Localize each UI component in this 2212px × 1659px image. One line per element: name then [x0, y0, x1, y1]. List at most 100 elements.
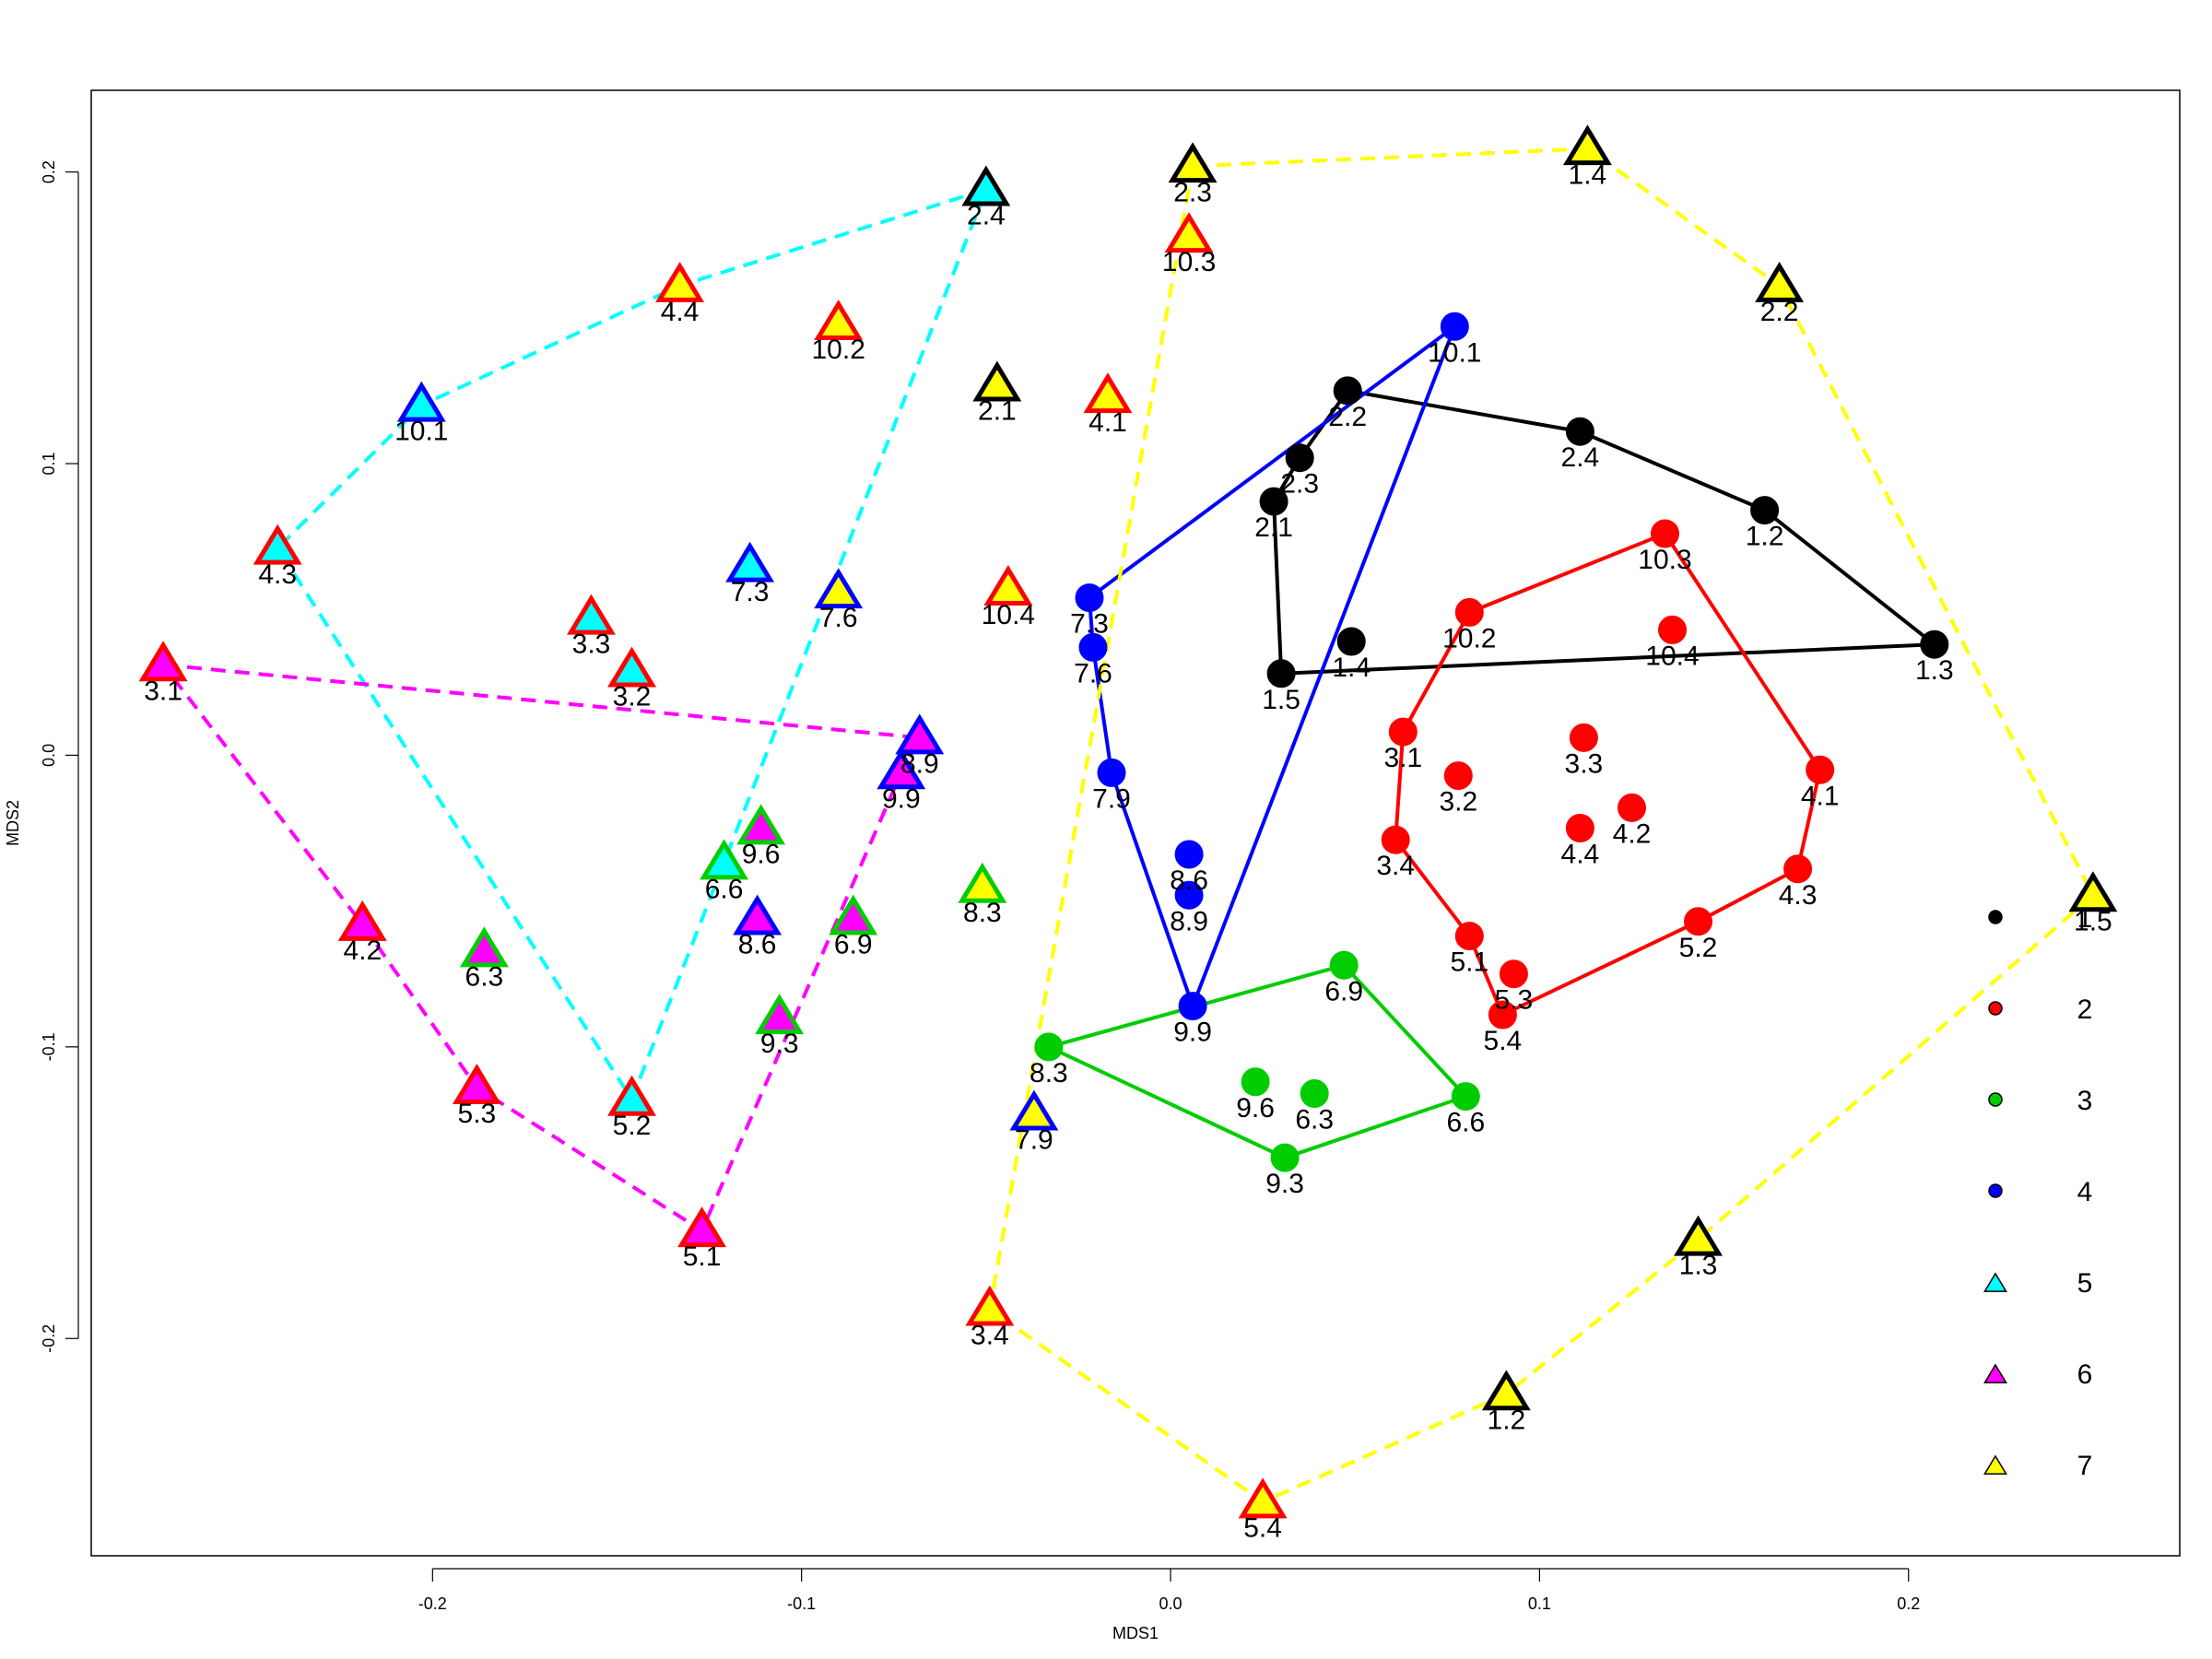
points-layer	[138, 124, 2118, 1519]
point-s6-6.9	[829, 894, 878, 935]
legend-label-5: 5	[2077, 1268, 2093, 1299]
point-label-s2-3.4: 3.4	[1376, 851, 1415, 881]
point-label-s2-4.1: 4.1	[1801, 781, 1840, 811]
point-label-s7-3.4: 3.4	[971, 1321, 1009, 1351]
point-s2-5.1	[1454, 922, 1484, 951]
point-label-s4-10.1: 10.1	[1428, 337, 1481, 368]
plot-frame	[90, 89, 2181, 1557]
point-label-s5-10.1: 10.1	[394, 417, 448, 447]
point-s7-5.4	[1238, 1477, 1288, 1519]
point-label-s1-2.4: 2.4	[1561, 442, 1600, 473]
point-label-s5-5.2: 5.2	[613, 1111, 652, 1141]
point-label-s2-5.2: 5.2	[1679, 933, 1718, 963]
point-label-s1-1.3: 1.3	[1915, 655, 1954, 686]
point-s5-2.4	[961, 165, 1011, 206]
point-label-s7-10.2: 10.2	[812, 335, 865, 365]
legend-marker-2	[1988, 1001, 2003, 1016]
point-label-s6-9.6: 9.6	[742, 840, 781, 870]
point-s5-5.2	[607, 1075, 656, 1116]
point-label-s2-3.2: 3.2	[1439, 787, 1477, 818]
point-label-s6-8.6: 8.6	[738, 930, 777, 960]
point-s4-9.9	[1178, 992, 1207, 1021]
point-s4-10.1	[1440, 312, 1469, 341]
point-label-s4-7.3: 7.3	[1070, 609, 1109, 640]
point-s4-8.6	[1174, 840, 1204, 869]
point-label-s7-2.2: 2.2	[1760, 297, 1799, 327]
axes-layer: -0.2 -0.1 0.0 0.1 0.2 -0.2 -0.1 0.0 0.1 0.2	[40, 160, 1920, 1613]
point-label-s2-3.1: 3.1	[1383, 743, 1422, 773]
point-s4-7.6	[1078, 632, 1108, 662]
point-s1-1.4	[1336, 627, 1366, 656]
point-label-s6-6.3: 6.3	[465, 961, 504, 992]
point-label-s2-10.3: 10.3	[1638, 545, 1691, 575]
point-s3-8.3	[1034, 1032, 1064, 1062]
point-label-s2-10.4: 10.4	[1645, 641, 1699, 671]
point-s1-1.2	[1750, 496, 1780, 525]
legend-label-1: 1	[2077, 903, 2093, 934]
point-s3-9.3	[1270, 1143, 1300, 1172]
point-label-s2-4.2: 4.2	[1613, 818, 1652, 849]
point-label-s3-6.6: 6.6	[1446, 1108, 1485, 1138]
legend-label-6: 6	[2077, 1359, 2093, 1390]
point-s5-4.3	[253, 524, 302, 565]
point-label-s5-3.3: 3.3	[572, 629, 611, 660]
point-s7-7.9	[1009, 1089, 1059, 1131]
point-s2-4.4	[1565, 814, 1594, 842]
point-label-s1-2.3: 2.3	[1280, 469, 1319, 500]
point-s2-3.1	[1388, 717, 1418, 747]
point-label-s2-4.3: 4.3	[1779, 880, 1818, 911]
point-label-s1-2.2: 2.2	[1328, 402, 1367, 432]
point-s5-4.4	[655, 261, 705, 302]
point-label-s1-2.1: 2.1	[1254, 512, 1293, 543]
legend-marker-3	[1988, 1092, 2003, 1107]
point-label-s2-10.2: 10.2	[1442, 623, 1496, 653]
point-label-s6-4.2: 4.2	[343, 935, 382, 966]
point-s2-4.1	[1806, 755, 1835, 784]
point-label-s5-4.3: 4.3	[258, 559, 297, 590]
point-s7-2.1	[972, 360, 1022, 402]
x-tick-label-4: 0.2	[1897, 1594, 1920, 1613]
legend-label-3: 3	[2077, 1086, 2093, 1116]
point-s2-3.3	[1569, 723, 1598, 752]
point-s6-9.6	[736, 804, 786, 845]
y-tick-label-1: -0.1	[40, 1032, 58, 1061]
point-label-s5-3.2: 3.2	[613, 682, 652, 712]
legend-marker-4	[1988, 1183, 2003, 1198]
hull-series-2	[1394, 531, 1822, 1018]
point-label-s6-9.9: 9.9	[882, 783, 921, 814]
point-label-s2-5.3: 5.3	[1495, 985, 1534, 1016]
point-label-s7-4.1: 4.1	[1088, 407, 1127, 438]
point-label-s7-1.5: 1.5	[2074, 906, 2112, 936]
point-label-s7-1.4: 1.4	[1569, 159, 1607, 190]
x-axis-title: MDS1	[1112, 1624, 1159, 1642]
point-s7-4.1	[1083, 372, 1133, 414]
point-s6-4.2	[337, 900, 387, 941]
point-s6-9.3	[755, 994, 805, 1035]
point-s2-10.4	[1658, 615, 1687, 644]
point-s1-1.5	[1266, 659, 1296, 688]
legend-label-2: 2	[2077, 994, 2093, 1025]
point-s1-2.3	[1285, 443, 1314, 473]
legend-marker-6	[1983, 1363, 2007, 1383]
y-tick-label-2: 0.0	[40, 744, 58, 767]
point-s5-6.6	[700, 839, 749, 880]
point-label-s7-10.4: 10.4	[982, 600, 1035, 630]
point-label-layer: 2.2 2.3 2.1 2.4 1.2 1.3 1.4 1.5 10.3 10.2 10.4 3.1 3…	[144, 159, 2112, 1543]
point-label-s1-1.4: 1.4	[1332, 653, 1371, 683]
y-axis-title: MDS2	[4, 800, 22, 846]
point-label-s6-9.3: 9.3	[760, 1029, 799, 1059]
point-s6-5.3	[452, 1064, 501, 1105]
point-label-s7-5.4: 5.4	[1243, 1513, 1282, 1544]
point-s7-10.2	[814, 300, 864, 341]
point-label-s3-6.3: 6.3	[1295, 1105, 1334, 1135]
point-s6-6.3	[459, 926, 509, 968]
point-label-s4-7.6: 7.6	[1074, 658, 1112, 688]
point-s7-10.3	[1164, 212, 1214, 253]
y-tick-label-3: 0.1	[40, 452, 58, 475]
point-s1-1.3	[1920, 629, 1949, 659]
point-label-s4-9.9: 9.9	[1173, 1018, 1212, 1048]
point-label-s2-3.3: 3.3	[1565, 748, 1604, 779]
point-s1-2.2	[1333, 376, 1362, 406]
point-label-s5-4.4: 4.4	[661, 297, 700, 327]
